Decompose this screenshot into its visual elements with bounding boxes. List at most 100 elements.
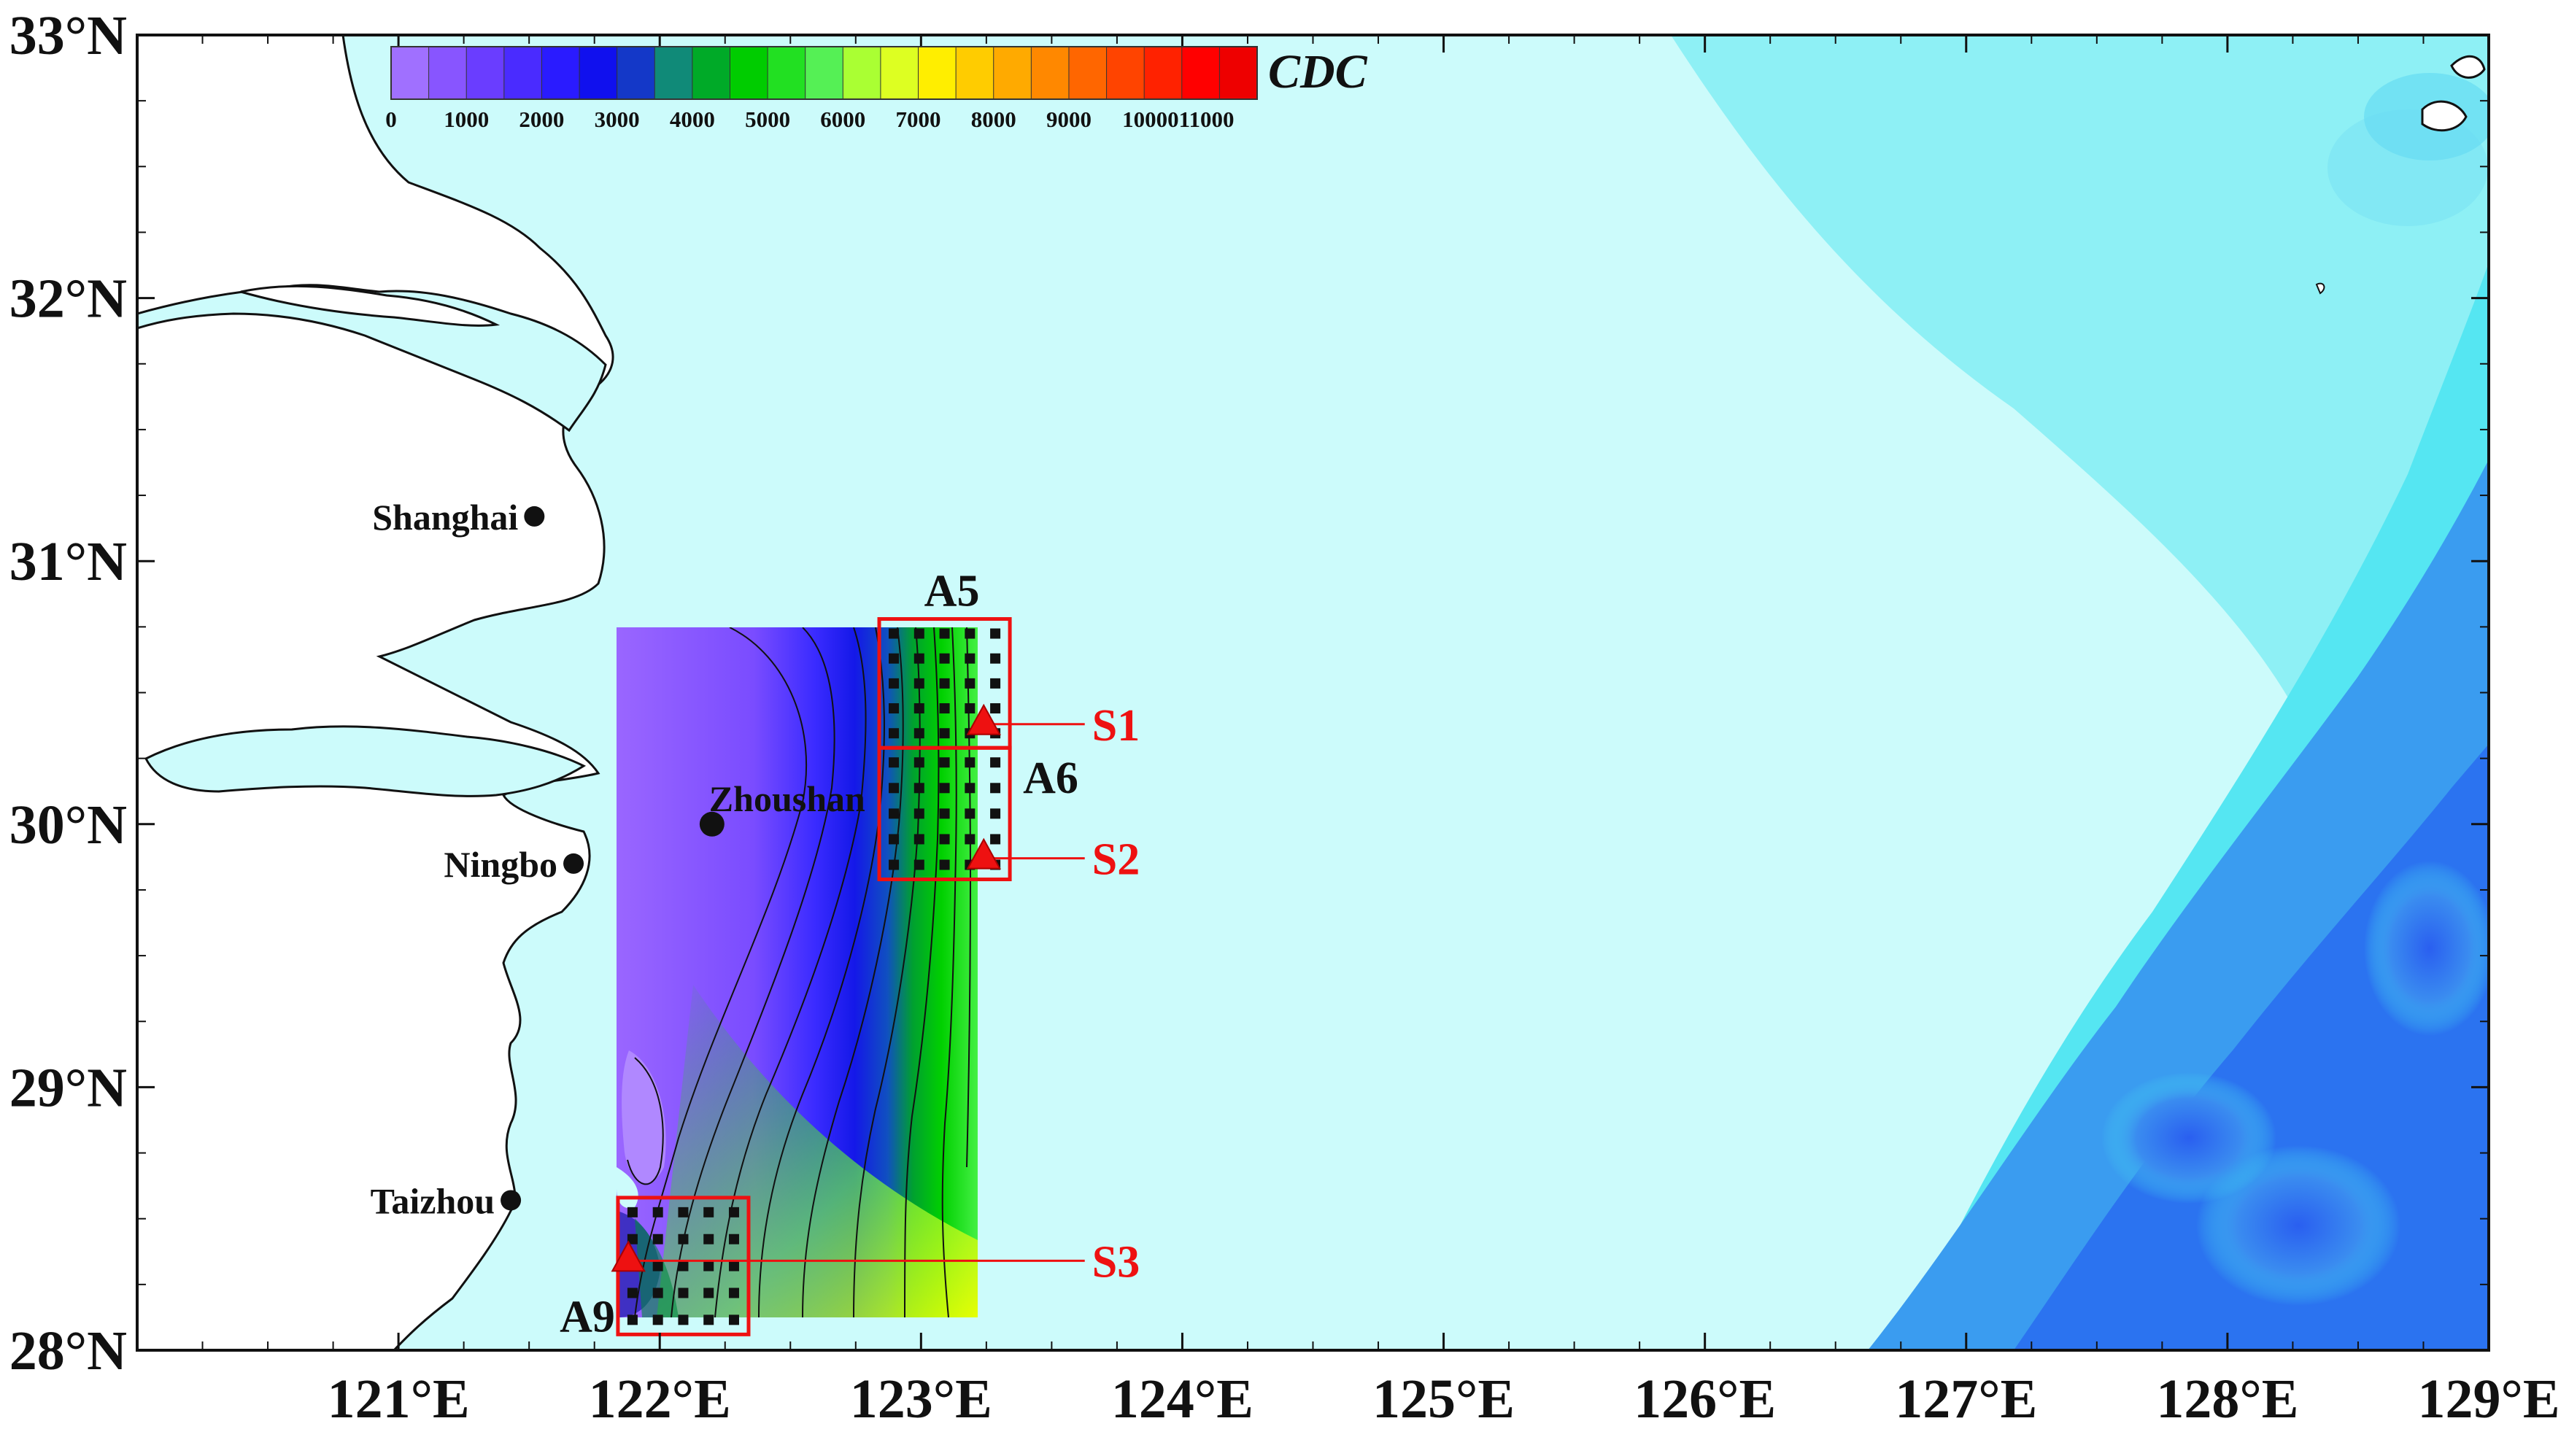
grid-point (965, 834, 976, 845)
grid-point (913, 834, 924, 845)
lat-tick-label: 32°N (9, 268, 127, 330)
grid-point (939, 808, 950, 819)
area-a9[interactable]: A9 (560, 1196, 751, 1342)
grid-point (965, 628, 976, 639)
grid-point (889, 653, 900, 664)
station-s3[interactable]: S3 (611, 1237, 1140, 1287)
grid-point (652, 1234, 663, 1244)
lat-tick-label: 28°N (9, 1320, 127, 1382)
city-zhoushan[interactable]: Zhoushan (699, 778, 865, 837)
grid-point (678, 1207, 689, 1217)
colorbar-tick-label: 1000 (444, 107, 489, 132)
city-dot (501, 1190, 522, 1211)
lat-tick-label: 30°N (9, 794, 127, 856)
grid-point (990, 653, 1001, 664)
colorbar-cell (918, 46, 957, 100)
sea-layer: A5 A6 A9 S1 S2 S3 Shanghai Zhoushan Ningbo Taiz… (137, 35, 2489, 1350)
colorbar-tick-label: 4000 (670, 107, 715, 132)
grid-point (913, 678, 924, 689)
colorbar-cell (955, 46, 994, 100)
station-s2[interactable]: S2 (966, 835, 1140, 885)
city-taizhou[interactable]: Taizhou (371, 1180, 522, 1221)
cdc-colorbar[interactable]: 0 1000 2000 3000 4000 5000 6000 7000 8000 9000 100… (385, 45, 1367, 132)
grid-point (703, 1207, 714, 1217)
grid-point (913, 653, 924, 664)
grid-point (627, 1234, 638, 1244)
station-triangle (611, 1240, 646, 1272)
colorbar-cell (617, 46, 656, 100)
lon-tick-label: 121°E (328, 1368, 470, 1430)
grid-point (965, 678, 976, 689)
grid-point (728, 1261, 739, 1271)
colorbar-cell (390, 46, 430, 100)
colorbar-title: CDC (1268, 45, 1368, 98)
grid-point (889, 783, 900, 794)
city-dot (524, 506, 545, 527)
area-markers: A5 A6 A9 (560, 567, 1078, 1342)
grid-point (939, 757, 950, 768)
colorbar-tick-label: 5000 (745, 107, 790, 132)
grid-point (652, 1207, 663, 1217)
grid-point (939, 834, 950, 845)
grid-point (913, 628, 924, 639)
colorbar-cell (842, 46, 881, 100)
grid-point (990, 808, 1001, 819)
lat-tick-label: 33°N (9, 5, 127, 66)
lon-tick-label: 129°E (2417, 1368, 2560, 1430)
grid-point (990, 678, 1001, 689)
colorbar-tick-label: 2000 (519, 107, 564, 132)
colorbar-tick-label: 7000 (896, 107, 941, 132)
lon-tick-label: 127°E (1895, 1368, 2037, 1430)
city-shanghai[interactable]: Shanghai (372, 497, 545, 538)
colorbar-cell (805, 46, 844, 100)
grid-point (939, 783, 950, 794)
lon-tick-label: 128°E (2156, 1368, 2298, 1430)
grid-point (939, 703, 950, 714)
colorbar-cell (880, 46, 919, 100)
colorbar-tick-label: 0 (385, 107, 397, 132)
grid-point (913, 728, 924, 739)
lon-tick-label: 126°E (1634, 1368, 1776, 1430)
grid-point (990, 628, 1001, 639)
area-a6[interactable]: A6 (877, 746, 1078, 882)
grid-point (990, 834, 1001, 845)
grid-point (703, 1234, 714, 1244)
lat-tick-label: 31°N (9, 531, 127, 592)
colorbar-cell (1181, 46, 1221, 100)
axis-ticks: 121°E 122°E 123°E 124°E 125°E 126°E 127°E 128°E… (9, 5, 2560, 1430)
area-label: A6 (1023, 754, 1078, 803)
grid-point (728, 1234, 739, 1244)
grid-point (965, 653, 976, 664)
grid-point (889, 628, 900, 639)
grid-point (889, 757, 900, 768)
grid-point (678, 1261, 689, 1271)
grid-point (678, 1287, 689, 1298)
city-label: Shanghai (372, 497, 518, 538)
grid-point (913, 859, 924, 870)
colorbar-cell (1068, 46, 1108, 100)
grid-point (965, 808, 976, 819)
grid-point (728, 1287, 739, 1298)
colorbar-cell (465, 46, 505, 100)
station-triangle (966, 837, 1001, 870)
colorbar-tick-label: 9000 (1046, 107, 1092, 132)
station-label: S1 (1092, 701, 1140, 751)
grid-point (913, 757, 924, 768)
grid-point (965, 703, 976, 714)
colorbar-tick-label: 1000011000 (1122, 107, 1234, 132)
city-label: Ningbo (444, 844, 557, 885)
grid-point (889, 728, 900, 739)
grid-point (678, 1234, 689, 1244)
station-label: S2 (1092, 835, 1140, 885)
grid-point (703, 1287, 714, 1298)
colorbar-tick-label: 6000 (820, 107, 865, 132)
grid-point (990, 703, 1001, 714)
lon-tick-label: 123°E (850, 1368, 992, 1430)
city-dot (563, 853, 584, 874)
grid-point (627, 1314, 638, 1325)
city-ningbo[interactable]: Ningbo (444, 844, 584, 885)
grid-point (678, 1314, 689, 1325)
area-box (877, 746, 1012, 882)
station-s1[interactable]: S1 (966, 701, 1140, 751)
grid-point (913, 703, 924, 714)
